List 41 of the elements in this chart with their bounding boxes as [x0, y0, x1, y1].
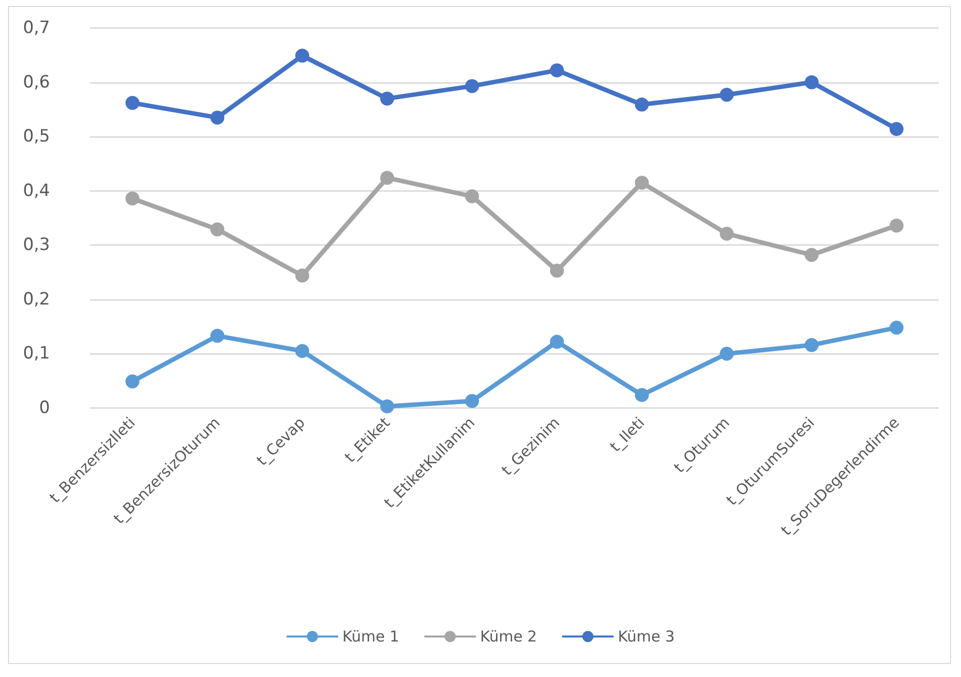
- point: [380, 399, 394, 414]
- point: [295, 48, 310, 63]
- point: [550, 264, 564, 278]
- point: [210, 328, 224, 343]
- point: [720, 226, 734, 241]
- point: [465, 189, 480, 204]
- point: [634, 176, 649, 190]
- point: [890, 320, 904, 335]
- y-tick-label: 0,2: [22, 289, 50, 310]
- y-tick-label: 0,7: [22, 18, 50, 38]
- legend-label: Küme 3: [618, 628, 675, 646]
- legend-label: Küme 1: [342, 628, 400, 646]
- y-tick-label: 0,1: [22, 344, 50, 364]
- point: [295, 268, 310, 283]
- point: [125, 96, 140, 110]
- point: [804, 248, 819, 262]
- point: [465, 79, 480, 94]
- point: [210, 110, 224, 125]
- point: [550, 334, 564, 349]
- point: [210, 222, 224, 236]
- y-tick-label: 0,4: [22, 180, 50, 201]
- point: [125, 374, 140, 388]
- point: [720, 88, 734, 102]
- point: [804, 75, 819, 90]
- point: [465, 394, 480, 408]
- y-tick-label: 0,5: [22, 126, 50, 147]
- point: [890, 122, 904, 136]
- point: [890, 218, 904, 233]
- point: [125, 191, 140, 206]
- y-tick-label: 0,6: [22, 72, 50, 92]
- point: [634, 98, 649, 112]
- point: [804, 338, 819, 352]
- y-tick-label: 0: [39, 398, 50, 418]
- y-tick-label: 0,3: [22, 235, 50, 256]
- point: [720, 346, 734, 361]
- point: [380, 92, 394, 106]
- point: [550, 63, 564, 78]
- point: [295, 344, 310, 358]
- point: [380, 170, 394, 185]
- point: [634, 388, 649, 402]
- legend-label: Küme 2: [480, 628, 537, 646]
